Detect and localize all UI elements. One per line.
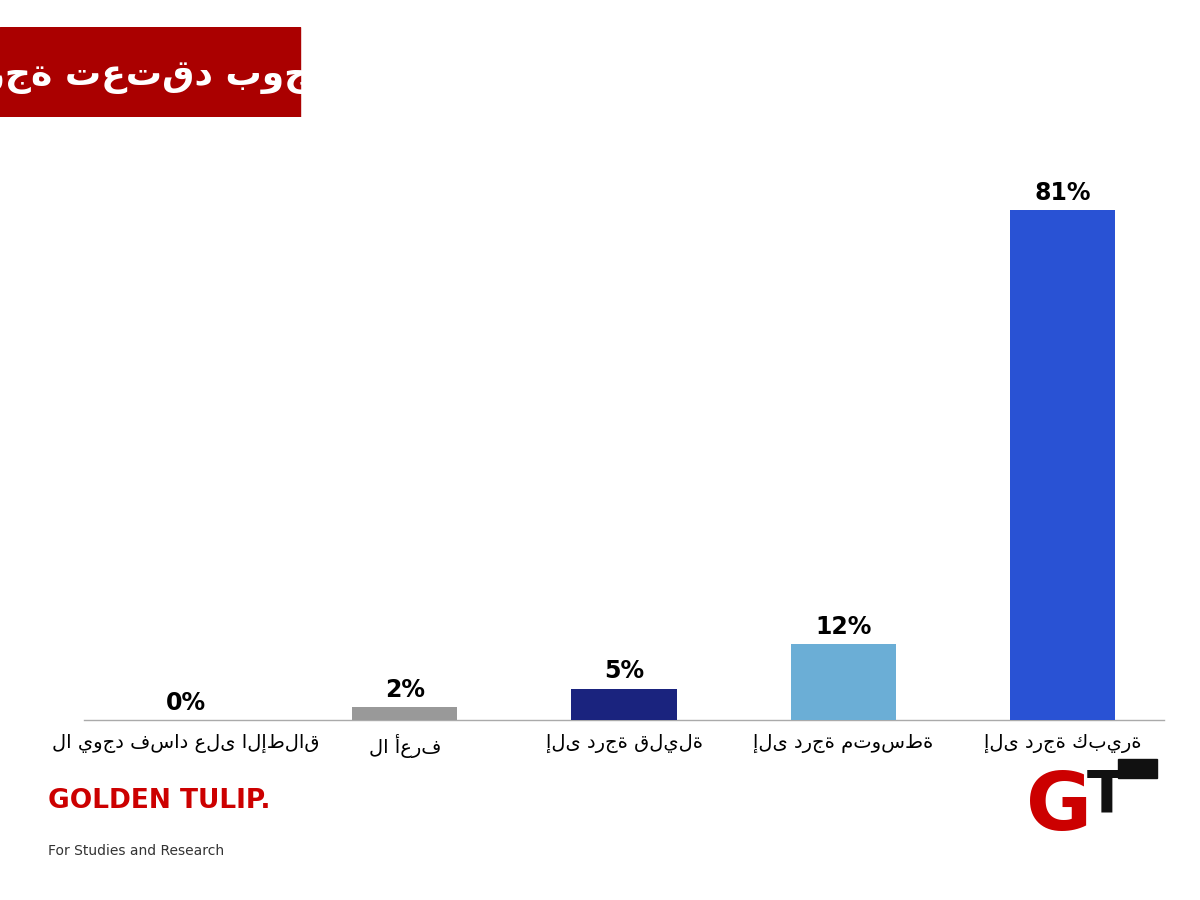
Text: 2%: 2% <box>385 679 425 702</box>
Text: إلى أي درجة تعتقد بوجود الفساد في مؤسسات وأجهزة الدولة في ليبيا؟: إلى أي درجة تعتقد بوجود الفساد في مؤسسات… <box>0 50 1200 94</box>
Text: 12%: 12% <box>815 616 871 639</box>
Text: 5%: 5% <box>604 660 644 683</box>
Bar <box>1009 210 1115 720</box>
Text: For Studies and Research: For Studies and Research <box>48 844 224 858</box>
Text: GOLDEN TULIP.: GOLDEN TULIP. <box>48 788 270 814</box>
Text: 81%: 81% <box>1034 181 1091 204</box>
Bar <box>571 688 677 720</box>
Text: T: T <box>1087 768 1127 824</box>
FancyBboxPatch shape <box>1118 760 1157 778</box>
Bar <box>353 707 457 720</box>
Bar <box>0 27 300 117</box>
Text: G: G <box>1026 770 1092 847</box>
Bar <box>791 644 895 720</box>
Text: 0%: 0% <box>166 691 205 715</box>
